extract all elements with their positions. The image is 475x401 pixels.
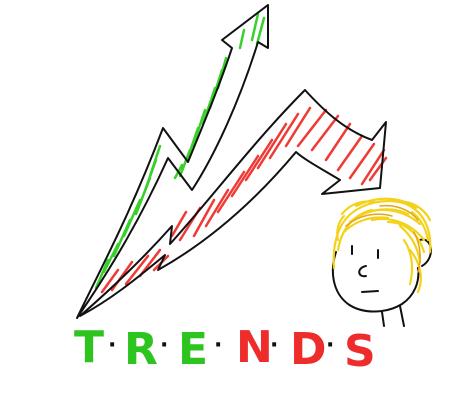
dot-separator: · <box>160 333 168 358</box>
dot-separator: · <box>108 333 116 358</box>
nose <box>358 265 367 278</box>
red-arrow-hatch <box>100 106 388 294</box>
hair <box>332 197 432 294</box>
letter-r: R <box>124 324 158 375</box>
mouth <box>361 290 379 293</box>
dot-separator: · <box>214 333 222 358</box>
letter-t: T <box>74 322 104 373</box>
hair-shade <box>345 204 421 273</box>
green-up-arrow <box>76 4 269 319</box>
person-head <box>331 197 432 327</box>
letter-e: E <box>178 324 208 375</box>
dot-separator: · <box>270 333 278 358</box>
neck <box>381 305 405 327</box>
red-arrow-outline <box>79 89 387 317</box>
dot-separator: · <box>326 333 334 358</box>
red-trend-arrow <box>79 89 388 317</box>
letter-s: S <box>344 326 376 377</box>
trends-word: T · R · E · N · D · S <box>74 322 376 377</box>
green-arrow-outline <box>76 4 269 319</box>
letter-n: N <box>236 322 273 373</box>
letter-d: D <box>290 324 327 375</box>
